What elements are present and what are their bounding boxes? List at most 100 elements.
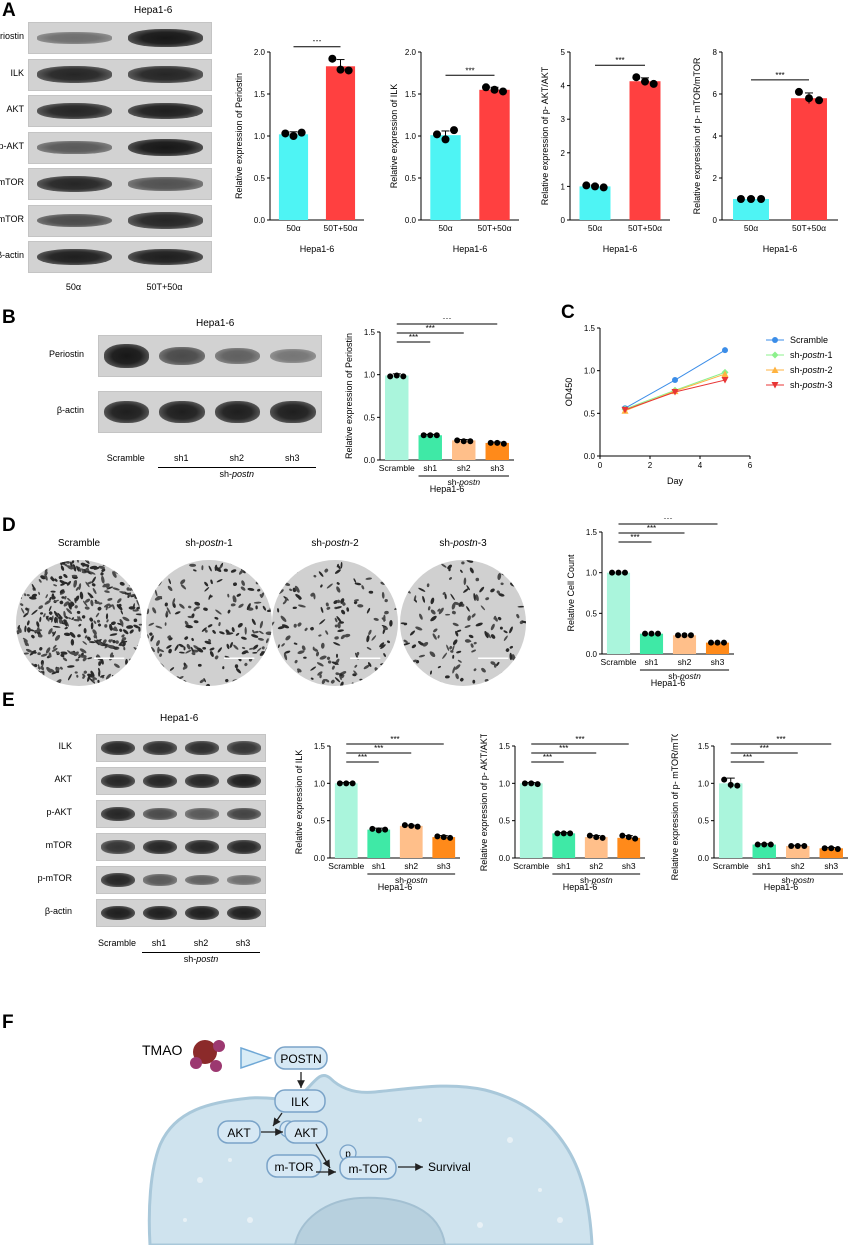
blot-band [226, 875, 262, 885]
data-point [382, 826, 389, 833]
data-point [599, 183, 608, 192]
data-point [343, 780, 350, 787]
blot-band [103, 400, 150, 424]
blot-row-label: AKT [6, 104, 24, 114]
sig-stars: *** [760, 744, 769, 753]
x-tick-label: sh1 [645, 657, 659, 667]
data-point [772, 337, 778, 343]
blot-band [128, 102, 203, 120]
x-tick-label: sh2 [791, 861, 805, 871]
x-tick-label: sh3 [622, 861, 636, 871]
bar-chart-pmtor-e: 0.0 0.5 1.0 1.5 Scramble sh1 sh2 sh3 *** *** *** sh… [670, 723, 848, 892]
chart-e1: 0.0 0.5 1.0 1.5 Scramble sh1 sh2 sh3 *** *** *** sh… [288, 734, 466, 912]
y-tick-label: 0.5 [405, 174, 417, 183]
bar [819, 848, 843, 858]
data-point [521, 780, 528, 787]
blot-strip [96, 767, 266, 795]
data-point [393, 372, 400, 379]
data-point [609, 569, 616, 576]
data-point [467, 438, 474, 445]
blot-band [142, 741, 178, 755]
receptor-triangle-icon [240, 1046, 273, 1070]
y-tick-label: 2 [561, 149, 566, 158]
data-point [447, 834, 454, 841]
blot-row-label: Periostin [48, 349, 84, 359]
bar [639, 633, 664, 654]
data-point [794, 87, 803, 96]
x-tick-label: Scramble [513, 861, 549, 871]
data-point [414, 823, 421, 830]
data-point [681, 632, 688, 639]
x-tick-label: 6 [748, 461, 753, 470]
group-label: sh-postn [447, 477, 480, 487]
data-point [420, 432, 427, 439]
y-tick-label: 0.5 [586, 609, 598, 618]
lane-label: 50α [65, 281, 82, 292]
data-point [625, 834, 632, 841]
survival-label: Survival [428, 1160, 471, 1174]
blot-band [142, 905, 178, 921]
y-tick-label: 1.5 [499, 742, 511, 751]
data-point [336, 65, 345, 74]
sig-stars: *** [409, 333, 418, 342]
bar-chart-periostin-b: 0.0 0.5 1.0 1.5 Scramble sh1 sh2 sh3 *** *** *** sh… [344, 315, 514, 494]
well-cells [272, 560, 398, 686]
x-tick-label: sh2 [678, 657, 692, 667]
data-point [434, 833, 441, 840]
sig-stars: *** [426, 324, 435, 333]
data-point [720, 639, 727, 646]
blot-row-label: ILK [58, 741, 72, 751]
data-point [828, 845, 835, 852]
x-axis-label: Day [667, 476, 684, 486]
bar [399, 825, 423, 858]
blot-band [100, 905, 136, 921]
bar [672, 635, 697, 654]
legend-label: sh-postn-2 [790, 365, 833, 375]
tmao-label: TMAO [142, 1042, 183, 1058]
x-axis-label: Hepa1-6 [764, 882, 799, 892]
x-tick-label: 4 [698, 461, 703, 470]
group-line [157, 467, 316, 468]
y-tick-label: 0.0 [584, 452, 596, 461]
legend-label: Scramble [790, 335, 828, 345]
y-tick-label: 2 [713, 174, 718, 183]
transwell-image [16, 560, 142, 686]
blot-band [226, 839, 262, 855]
lane-label: sh1 [151, 938, 167, 948]
data-point [621, 569, 628, 576]
y-tick-label: 1.0 [364, 371, 376, 380]
lane-label: sh3 [235, 938, 251, 948]
bar [606, 572, 631, 654]
blot-band [214, 347, 261, 365]
blot-band [128, 66, 203, 83]
blot-title: Hepa1-6 [196, 318, 235, 329]
blot-band [270, 400, 316, 424]
panel-label-c: C [561, 302, 575, 323]
data-point [440, 834, 447, 841]
data-point [615, 569, 622, 576]
x-tick-label: sh1 [423, 463, 437, 473]
blot-strip [96, 899, 266, 927]
bar [629, 81, 661, 220]
data-point [336, 780, 343, 787]
data-point [721, 377, 729, 384]
data-point [591, 182, 599, 191]
data-point [481, 83, 490, 92]
chart-e2: 0.0 0.5 1.0 1.5 Scramble sh1 sh2 sh3 *** *** *** sh… [473, 732, 651, 912]
data-point [582, 181, 591, 190]
x-tick-label: sh3 [490, 463, 504, 473]
data-point [401, 822, 408, 829]
y-axis-label: Relative expression of Periostin [234, 73, 244, 199]
y-tick-label: 2.0 [254, 48, 266, 57]
bar-chart-ilk-e: 0.0 0.5 1.0 1.5 Scramble sh1 sh2 sh3 *** *** *** sh… [294, 735, 460, 892]
blot-row-label: β-actin [0, 250, 24, 260]
bar [705, 642, 730, 654]
panel-label-b: B [2, 307, 16, 328]
data-point [671, 389, 679, 396]
blot-band [37, 141, 112, 154]
lane-label: 50T+50α [146, 281, 183, 292]
y-axis-label: Relative expression of ILK [294, 750, 304, 855]
y-tick-label: 1.0 [314, 779, 326, 788]
sig-stars: *** [465, 66, 474, 75]
y-tick-label: 1.5 [405, 90, 417, 99]
